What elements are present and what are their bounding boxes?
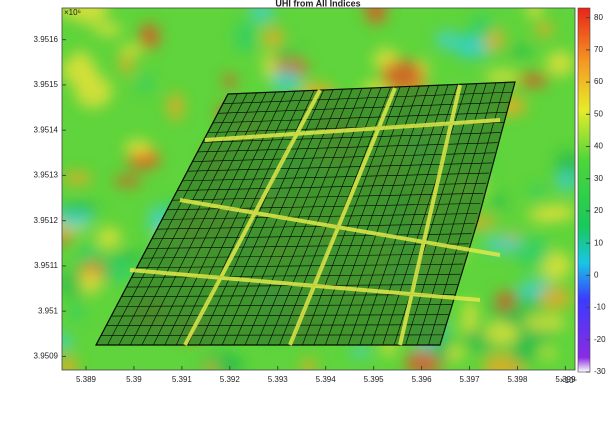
heat-blob: [556, 169, 577, 192]
heat-blob: [301, 358, 315, 378]
x-tick-label: 5.394: [316, 375, 337, 384]
heat-blob: [266, 50, 305, 60]
heat-blob: [464, 300, 477, 316]
heat-blob: [69, 304, 85, 320]
x-tick-label: 5.398: [507, 375, 528, 384]
colorbar-tick-label: 40: [594, 142, 603, 151]
colorbar-tick-label: 70: [594, 45, 603, 54]
y-tick-label: 3.9516: [34, 35, 59, 44]
heat-blob: [449, 346, 463, 360]
heat-blob: [539, 286, 572, 310]
heat-blob: [263, 27, 285, 46]
heat-blob: [470, 15, 496, 39]
heat-blob: [271, 68, 302, 92]
heat-blob: [349, 347, 371, 358]
heat-blob: [139, 24, 160, 50]
x-tick-label: 5.397: [460, 375, 481, 384]
heat-blob: [542, 348, 556, 360]
heat-blob: [509, 335, 536, 365]
colorbar-tick-label: 0: [594, 270, 599, 279]
heat-blob: [529, 185, 545, 200]
colorbar-tick-label: -20: [594, 335, 606, 344]
heat-blob: [500, 307, 525, 326]
x-tick-label: 5.395: [364, 375, 385, 384]
colorbar-tick-label: 60: [594, 77, 603, 86]
chart-title: UHI from All Indices: [275, 0, 360, 8]
y-multiplier: ×10⁶: [64, 8, 81, 17]
heat-blob: [249, 2, 274, 22]
heat-blob: [204, 362, 217, 374]
heat-blob: [100, 257, 134, 283]
x-tick-label: 5.39: [126, 375, 142, 384]
y-tick-label: 3.9515: [34, 80, 59, 89]
heat-blob: [114, 176, 142, 186]
colorbar-tick-label: 20: [594, 206, 603, 215]
colorbar: [578, 8, 590, 372]
x-tick-label: 5.392: [220, 375, 241, 384]
heat-blob: [493, 194, 505, 212]
heat-field: [46, 0, 583, 382]
heat-blob: [137, 75, 153, 93]
heat-blob: [546, 51, 575, 76]
heat-blob: [124, 139, 150, 156]
x-tick-label: 5.389: [76, 375, 97, 384]
heat-blob: [223, 74, 236, 88]
heat-blob: [527, 207, 559, 222]
heat-blob: [59, 355, 78, 380]
x-tick-label: 5.396: [412, 375, 433, 384]
y-tick-label: 3.951: [38, 306, 59, 315]
heat-blob: [79, 268, 103, 295]
heat-blob: [120, 53, 134, 74]
colorbar-tick-label: 50: [594, 109, 603, 118]
colorbar-tick-label: -30: [594, 367, 606, 376]
colorbar-tick-label: -10: [594, 303, 606, 312]
y-tick-label: 3.9512: [34, 216, 59, 225]
heat-blob: [507, 46, 535, 56]
y-tick-label: 3.9511: [34, 261, 58, 270]
heat-blob: [234, 21, 257, 52]
heat-blob: [523, 315, 566, 332]
colorbar-tick-label: 80: [594, 13, 603, 22]
heat-blob: [517, 74, 550, 87]
y-tick-label: 3.9513: [34, 171, 59, 180]
heat-blob: [436, 30, 457, 50]
colorbar-tick-label: 10: [594, 238, 603, 247]
heat-blob: [167, 92, 184, 120]
y-tick-label: 3.9509: [34, 352, 59, 361]
x-tick-label: 5.391: [172, 375, 193, 384]
colorbar-tick-label: 30: [594, 174, 603, 183]
heat-blob: [534, 22, 554, 36]
x-tick-label: 5.399: [555, 375, 576, 384]
heat-blob: [62, 171, 92, 184]
x-tick-label: 5.393: [268, 375, 289, 384]
heat-blob: [119, 45, 144, 56]
heat-blob: [515, 236, 550, 269]
heat-blob: [94, 23, 123, 36]
y-tick-label: 3.9514: [34, 125, 59, 134]
heat-blob: [58, 203, 100, 213]
heat-blob: [96, 227, 121, 248]
heat-blob: [61, 56, 97, 84]
